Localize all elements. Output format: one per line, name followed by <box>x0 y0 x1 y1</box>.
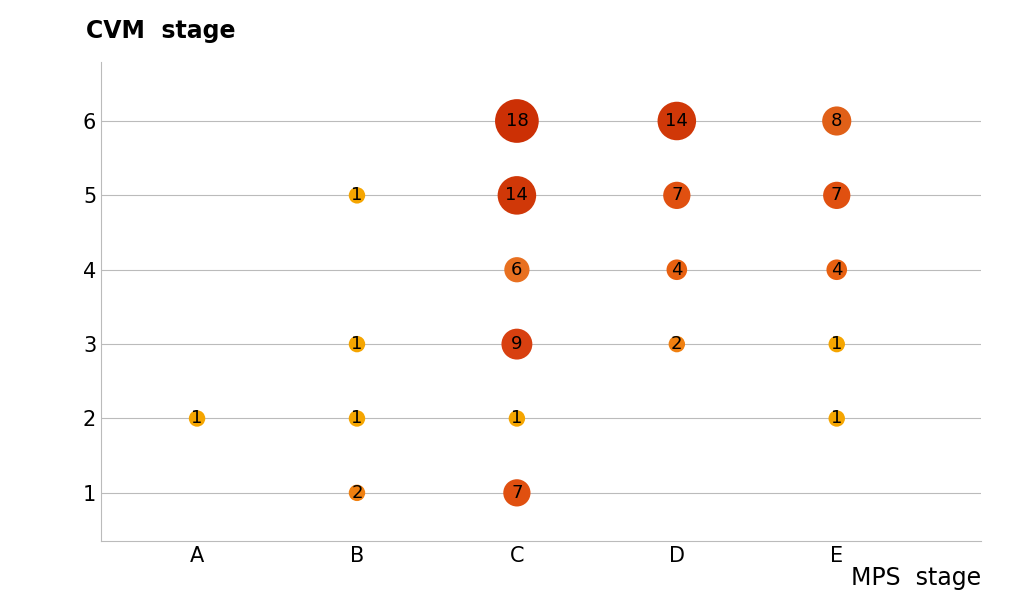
Text: 14: 14 <box>665 112 688 130</box>
Point <box>829 191 845 200</box>
Text: CVM  stage: CVM stage <box>86 19 236 43</box>
Point <box>668 339 684 349</box>
Point <box>189 413 205 423</box>
Point <box>509 191 525 200</box>
Text: 9: 9 <box>512 335 523 353</box>
Text: 4: 4 <box>831 261 842 279</box>
Point <box>349 488 365 498</box>
Text: 1: 1 <box>831 335 842 353</box>
Point <box>509 265 525 275</box>
Point <box>668 116 684 126</box>
Text: 1: 1 <box>351 186 363 204</box>
Text: 4: 4 <box>671 261 682 279</box>
Point <box>829 413 845 423</box>
Point <box>509 116 525 126</box>
Text: 6: 6 <box>512 261 523 279</box>
Point <box>349 339 365 349</box>
Text: MPS  stage: MPS stage <box>850 566 981 590</box>
Point <box>509 339 525 349</box>
Point <box>668 265 684 275</box>
Text: 1: 1 <box>351 410 363 427</box>
Point <box>668 191 684 200</box>
Text: 2: 2 <box>351 484 363 502</box>
Point <box>509 488 525 498</box>
Text: 14: 14 <box>506 186 529 204</box>
Text: 8: 8 <box>831 112 842 130</box>
Text: 7: 7 <box>512 484 523 502</box>
Text: 18: 18 <box>506 112 529 130</box>
Point <box>509 413 525 423</box>
Text: 1: 1 <box>831 410 842 427</box>
Text: 2: 2 <box>671 335 682 353</box>
Text: 1: 1 <box>191 410 203 427</box>
Text: 7: 7 <box>831 186 842 204</box>
Point <box>349 191 365 200</box>
Text: 1: 1 <box>351 335 363 353</box>
Point <box>829 116 845 126</box>
Point <box>829 339 845 349</box>
Point <box>349 413 365 423</box>
Point <box>829 265 845 275</box>
Text: 1: 1 <box>512 410 523 427</box>
Text: 7: 7 <box>671 186 682 204</box>
